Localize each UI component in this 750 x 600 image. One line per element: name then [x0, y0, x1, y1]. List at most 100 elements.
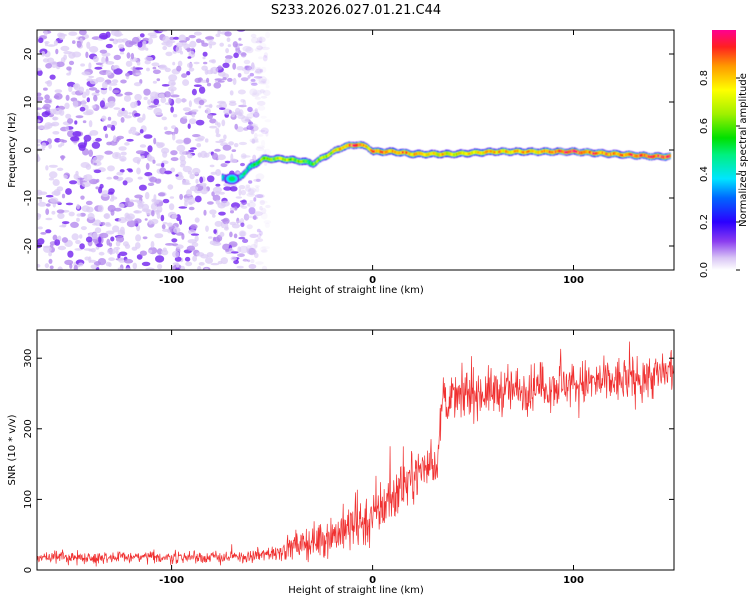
noise-blob	[143, 134, 153, 139]
noise-blob	[211, 191, 215, 197]
ridge-cell	[494, 151, 496, 154]
ridge-cell	[428, 153, 430, 156]
ridge-cell	[589, 151, 592, 154]
noise-blob	[204, 138, 209, 143]
ridge-cell	[268, 158, 271, 161]
noise-blob	[255, 186, 260, 193]
ridge-cell	[430, 152, 433, 155]
noise-blob	[248, 201, 256, 208]
noise-blob	[240, 51, 247, 58]
noise-blob	[259, 37, 263, 44]
noise-blob	[51, 210, 56, 215]
noise-blob	[86, 97, 91, 103]
noise-blob	[249, 233, 258, 238]
noise-blob	[182, 115, 187, 119]
ridge-cell	[501, 149, 504, 153]
noise-blob	[226, 37, 231, 42]
noise-blob	[243, 70, 250, 75]
noise-blob	[209, 240, 217, 246]
ridge-cell	[639, 154, 641, 157]
ridge-cell	[247, 167, 249, 171]
ridge-cell	[442, 153, 445, 156]
ridge-cell	[537, 151, 540, 154]
noise-blob	[251, 62, 255, 70]
ridge-cell	[284, 158, 287, 161]
noise-blob	[102, 81, 108, 89]
x-tick-label: 100	[563, 275, 584, 286]
noise-blob	[188, 67, 195, 72]
noise-blob	[106, 141, 112, 146]
noise-blob	[69, 180, 78, 185]
ridge-cell	[602, 151, 605, 155]
noise-blob	[150, 218, 159, 225]
noise-blob	[126, 138, 134, 142]
noise-blob	[182, 165, 193, 173]
noise-blob	[253, 211, 263, 217]
noise-blob	[250, 78, 256, 83]
ridge-cell	[619, 153, 622, 156]
noise-blob	[145, 267, 155, 270]
noise-blob	[225, 55, 233, 60]
ridge-cell	[633, 154, 635, 157]
noise-blob	[205, 257, 213, 264]
snr-y-label: SNR (10 * v/v)	[7, 414, 18, 485]
noise-blob	[53, 189, 61, 196]
noise-blob	[99, 100, 105, 108]
noise-blob	[256, 36, 266, 43]
noise-blob	[222, 243, 231, 251]
noise-blob	[227, 77, 233, 82]
noise-blob	[181, 73, 188, 78]
ridge-cell	[410, 153, 412, 156]
noise-blob	[65, 113, 72, 119]
noise-blob	[222, 62, 230, 68]
noise-blob	[45, 229, 52, 234]
noise-blob	[195, 252, 205, 257]
noise-blob	[211, 152, 219, 160]
ridge-cell	[297, 160, 300, 163]
noise-blob	[243, 213, 250, 221]
noise-blob	[113, 246, 121, 250]
noise-blob	[198, 99, 205, 106]
noise-blob	[255, 173, 265, 181]
noise-blob	[251, 123, 256, 127]
snr-frame	[36, 329, 675, 571]
noise-blob	[48, 171, 58, 179]
noise-blob	[94, 66, 103, 70]
noise-blob	[232, 62, 237, 70]
ridge-cell	[405, 151, 407, 154]
ridge-cell	[479, 151, 482, 155]
noise-blob	[137, 41, 143, 48]
noise-blob	[252, 137, 259, 142]
noise-blob	[145, 162, 150, 170]
noise-blob	[259, 89, 265, 93]
noise-blob	[265, 31, 271, 39]
ridge-cell	[657, 154, 659, 157]
noise-blob	[44, 263, 50, 269]
ridge-cell	[258, 161, 260, 164]
noise-blob	[115, 249, 119, 255]
ridge-cell	[452, 153, 454, 156]
noise-blob	[43, 30, 48, 37]
noise-blob	[238, 37, 242, 41]
noise-blob	[72, 83, 79, 89]
ridge-cell	[612, 152, 615, 155]
noise-blob	[89, 178, 98, 185]
ridge-cell	[311, 162, 313, 165]
noise-blob	[65, 202, 74, 206]
noise-blob	[168, 203, 175, 211]
ridge-cell	[582, 151, 584, 154]
noise-blob	[154, 233, 164, 239]
noise-blob	[126, 52, 131, 59]
noise-blob	[255, 238, 264, 243]
noise-blob	[209, 125, 218, 129]
ridge-cell	[473, 150, 476, 154]
noise-blob	[94, 219, 102, 226]
noise-blob	[258, 129, 266, 133]
ridge-cell	[665, 155, 668, 159]
noise-blob	[222, 144, 232, 151]
ridge-cell	[314, 161, 317, 164]
noise-blob	[180, 159, 187, 166]
noise-blob	[104, 222, 111, 226]
noise-blob	[244, 65, 250, 69]
ridge-cell	[613, 152, 616, 155]
